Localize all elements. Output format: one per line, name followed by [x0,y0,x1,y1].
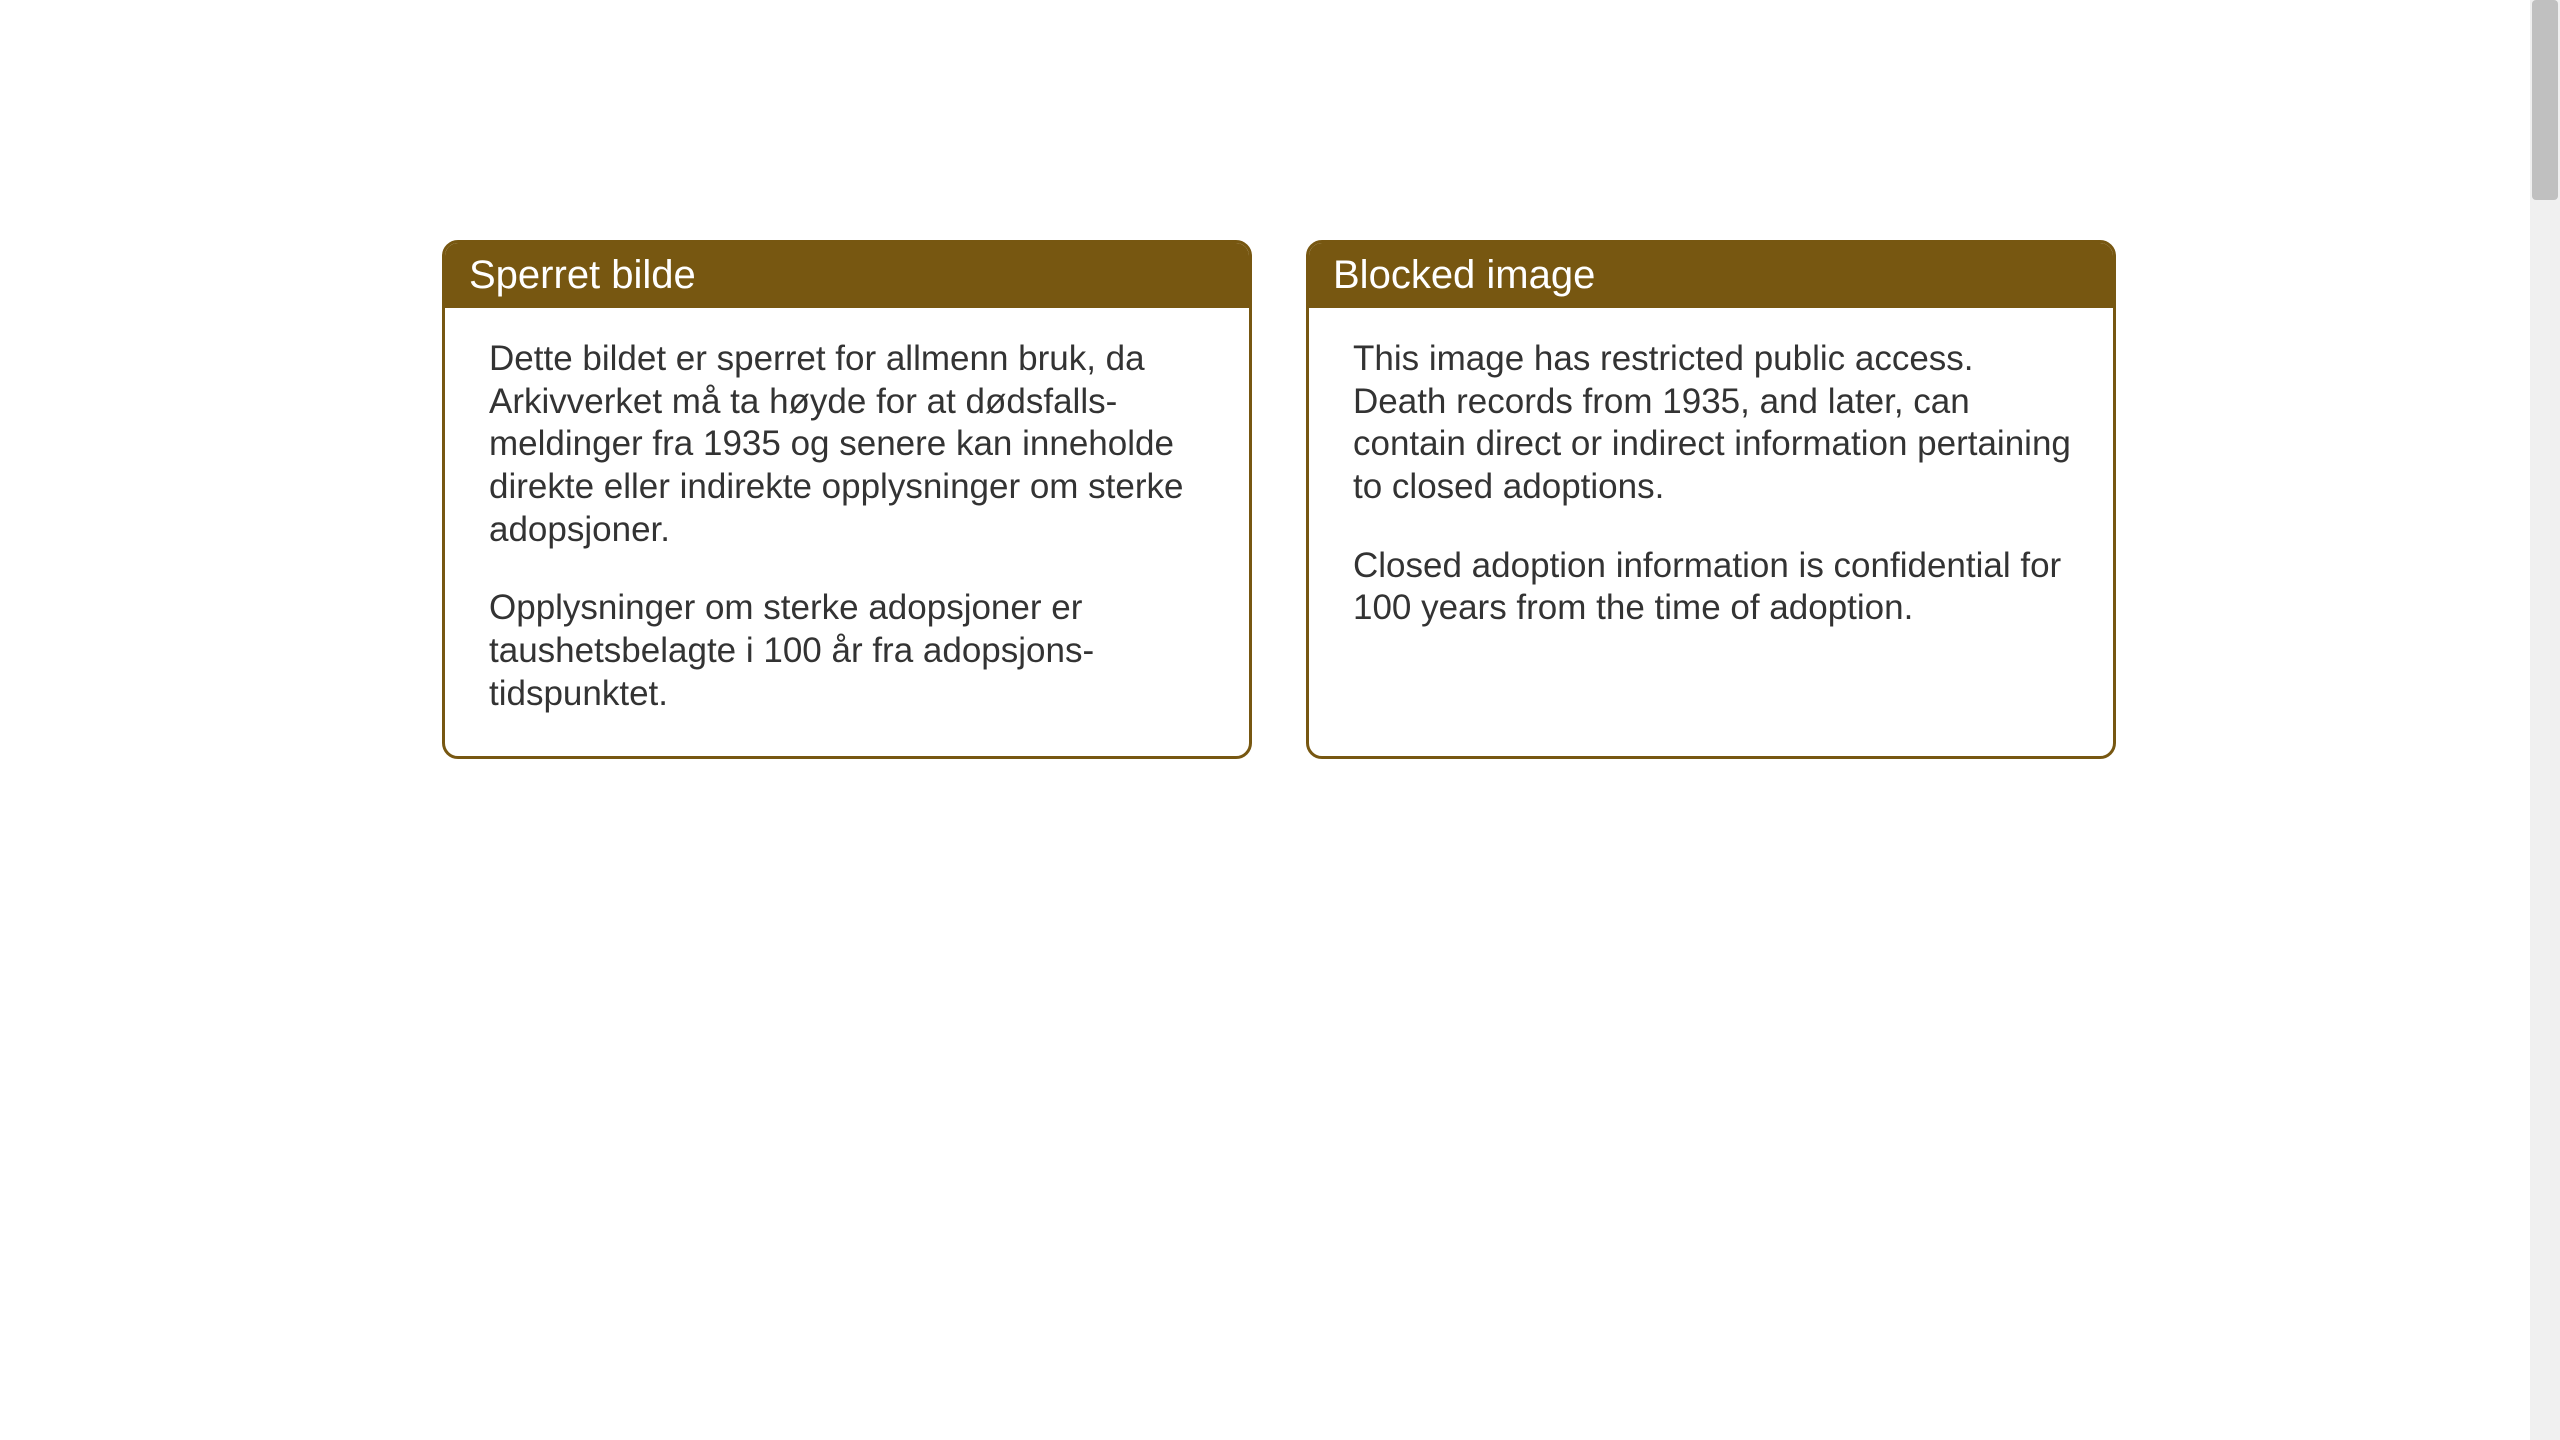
card-body-norwegian: Dette bildet er sperret for allmenn bruk… [445,308,1249,756]
card-title-norwegian: Sperret bilde [469,253,696,297]
card-paragraph-2-english: Closed adoption information is confident… [1353,545,2073,630]
card-header-norwegian: Sperret bilde [445,243,1249,308]
card-english: Blocked image This image has restricted … [1306,240,2116,759]
cards-container: Sperret bilde Dette bildet er sperret fo… [442,240,2116,759]
card-paragraph-1-norwegian: Dette bildet er sperret for allmenn bruk… [489,338,1209,551]
vertical-scrollbar[interactable] [2530,0,2560,1440]
card-title-english: Blocked image [1333,253,1595,297]
card-header-english: Blocked image [1309,243,2113,308]
card-body-english: This image has restricted public access.… [1309,308,2113,670]
card-norwegian: Sperret bilde Dette bildet er sperret fo… [442,240,1252,759]
scrollbar-thumb[interactable] [2532,0,2558,200]
card-paragraph-1-english: This image has restricted public access.… [1353,338,2073,509]
card-paragraph-2-norwegian: Opplysninger om sterke adopsjoner er tau… [489,587,1209,715]
